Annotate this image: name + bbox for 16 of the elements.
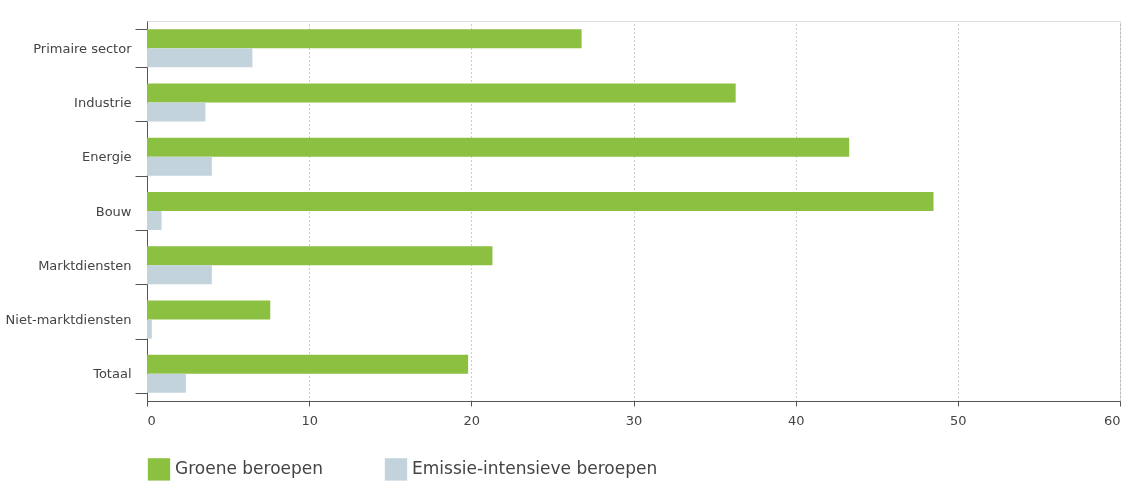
x-tick-label: 40 bbox=[787, 412, 805, 428]
legend-label: Groene beroepen bbox=[175, 458, 324, 479]
x-tick-label: 20 bbox=[463, 412, 481, 428]
legend-label: Emissie-intensieve beroepen bbox=[412, 458, 658, 479]
x-tick-label: 0 bbox=[147, 412, 156, 428]
y-tick-label: Bouw bbox=[95, 203, 132, 219]
x-tick-label: 50 bbox=[950, 412, 967, 428]
x-tick-label: 10 bbox=[301, 412, 318, 428]
y-tick-label: Marktdiensten bbox=[38, 257, 132, 273]
y-tick-label: Industrie bbox=[74, 94, 132, 110]
y-tick-label: Totaal bbox=[92, 366, 132, 382]
y-tick-label: Primaire sector bbox=[33, 40, 133, 56]
x-tick-label: 30 bbox=[625, 412, 643, 428]
x-tick-label: 60 bbox=[1103, 412, 1121, 428]
y-tick-label: Energie bbox=[82, 149, 132, 165]
y-tick-label: Niet-marktdiensten bbox=[5, 312, 132, 328]
